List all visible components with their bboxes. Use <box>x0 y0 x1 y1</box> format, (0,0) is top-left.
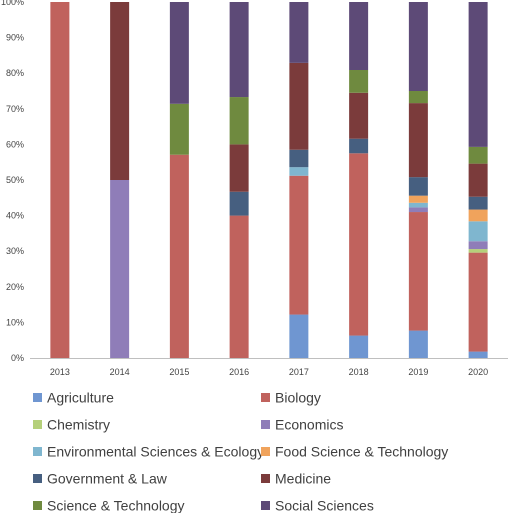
bar-segment-environmental-sciences-ecology-2017 <box>289 167 309 176</box>
bar-segment-environmental-sciences-ecology-2019 <box>408 202 428 208</box>
y-tick-label: 0% <box>11 353 24 363</box>
bar-segment-government-law-2017 <box>289 149 309 168</box>
y-tick-label: 50% <box>6 175 24 185</box>
bar-segment-biology-2015 <box>169 154 189 358</box>
legend-swatch-agriculture <box>33 393 42 402</box>
bar-segment-social-sciences-2016 <box>229 2 249 98</box>
legend-swatch-science-technology <box>33 501 42 510</box>
x-tick-label: 2013 <box>50 367 70 377</box>
bar-segment-social-sciences-2015 <box>169 2 189 104</box>
bar-segment-science-technology-2015 <box>169 103 189 155</box>
bar-segment-medicine-2018 <box>349 92 369 139</box>
legend-swatch-economics <box>261 420 270 429</box>
bar-segment-science-technology-2018 <box>349 69 369 93</box>
x-tick-label: 2019 <box>408 367 428 377</box>
y-tick-label: 90% <box>6 33 24 43</box>
legend-label-medicine: Medicine <box>275 471 331 487</box>
bar-segment-government-law-2020 <box>468 196 488 210</box>
bar-segment-economics-2020 <box>468 241 488 250</box>
bar-segment-biology-2019 <box>408 212 428 331</box>
bar-segment-biology-2013 <box>50 2 70 358</box>
x-tick-label: 2015 <box>169 367 189 377</box>
y-tick-label: 30% <box>6 246 24 256</box>
legend-swatch-social-sciences <box>261 501 270 510</box>
y-axis: 0% 10% 20% 30% 40% 50% 60% 70% 80% 90% 100% <box>1 0 24 363</box>
bar-segment-agriculture-2019 <box>408 330 428 358</box>
legend-swatch-environmental-sciences-ecology <box>33 447 42 456</box>
bar-segment-medicine-2014 <box>110 2 130 180</box>
bar-segment-social-sciences-2017 <box>289 2 309 63</box>
y-tick-label: 60% <box>6 139 24 149</box>
bar-segment-science-technology-2016 <box>229 97 249 145</box>
y-tick-label: 100% <box>1 0 24 7</box>
bar-segment-economics-2019 <box>408 207 428 213</box>
bar-segment-economics-2014 <box>110 180 130 358</box>
bar-segment-agriculture-2020 <box>468 351 488 358</box>
bar-segment-food-science-technology-2020 <box>468 209 488 222</box>
x-tick-label: 2018 <box>349 367 369 377</box>
bar-segment-medicine-2020 <box>468 163 488 197</box>
legend-label-economics: Economics <box>275 417 343 433</box>
bar-segment-government-law-2016 <box>229 191 249 216</box>
bar-segment-medicine-2019 <box>408 103 428 178</box>
bar-segment-agriculture-2018 <box>349 335 369 358</box>
legend-label-chemistry: Chemistry <box>47 417 110 433</box>
x-tick-label: 2014 <box>110 367 130 377</box>
legend-swatch-chemistry <box>33 420 42 429</box>
y-tick-label: 10% <box>6 317 24 327</box>
bar-segment-medicine-2017 <box>289 62 309 150</box>
y-tick-label: 70% <box>6 104 24 114</box>
bar-segment-science-technology-2019 <box>408 91 428 104</box>
legend-label-agriculture: Agriculture <box>47 390 114 406</box>
y-tick-label: 80% <box>6 68 24 78</box>
legend-swatch-biology <box>261 393 270 402</box>
legend: Agriculture Biology Chemistry Economics Envi… <box>33 390 448 513</box>
bar-segment-social-sciences-2018 <box>349 2 369 70</box>
bar-segment-medicine-2016 <box>229 144 249 192</box>
y-tick-label: 40% <box>6 211 24 221</box>
legend-label-government-law: Government & Law <box>47 471 168 487</box>
y-tick-label: 20% <box>6 282 24 292</box>
legend-label-environmental-sciences-ecology: Environmental Sciences & Ecology <box>47 444 264 460</box>
legend-swatch-medicine <box>261 474 270 483</box>
legend-swatch-food-science-technology <box>261 447 270 456</box>
bar-segment-social-sciences-2019 <box>408 2 428 91</box>
legend-label-science-technology: Science & Technology <box>47 498 185 513</box>
bar-segment-science-technology-2020 <box>468 146 488 164</box>
bar-segment-biology-2020 <box>468 252 488 352</box>
x-tick-label: 2016 <box>229 367 249 377</box>
bar-segment-chemistry-2020 <box>468 249 488 253</box>
bar-segment-government-law-2019 <box>408 177 428 196</box>
x-axis: 2013 2014 2015 2016 2017 2018 2019 2020 <box>30 358 508 377</box>
x-tick-label: 2017 <box>289 367 309 377</box>
bar-segment-environmental-sciences-ecology-2020 <box>468 221 488 242</box>
bar-segment-biology-2018 <box>349 153 369 336</box>
legend-label-social-sciences: Social Sciences <box>275 498 374 513</box>
bars <box>50 1 488 358</box>
x-tick-label: 2020 <box>468 367 488 377</box>
bar-segment-agriculture-2017 <box>289 314 309 358</box>
bar-segment-food-science-technology-2019 <box>408 195 428 203</box>
bar-segment-biology-2017 <box>289 175 309 315</box>
legend-label-biology: Biology <box>275 390 321 406</box>
bar-segment-government-law-2018 <box>349 138 369 154</box>
legend-swatch-government-law <box>33 474 42 483</box>
bar-segment-biology-2016 <box>229 215 249 358</box>
bar-segment-social-sciences-2020 <box>468 1 488 147</box>
legend-label-food-science-technology: Food Science & Technology <box>275 444 448 460</box>
